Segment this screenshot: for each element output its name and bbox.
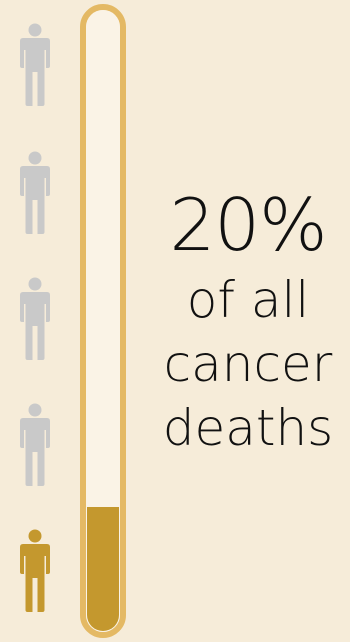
- progress-tube: [80, 4, 126, 638]
- person-icon: [14, 22, 56, 106]
- tube-inner: [86, 10, 120, 632]
- person-icon: [20, 277, 50, 360]
- person-icon: [14, 150, 56, 234]
- person-icon-column: [14, 0, 56, 642]
- caption-line-3: deaths: [162, 399, 334, 457]
- person-icon: [20, 403, 50, 486]
- person-icon: [14, 276, 56, 360]
- stat-label: 20% of all cancer deaths: [150, 182, 346, 460]
- person-icon: [20, 23, 50, 106]
- progress-fill: [87, 507, 119, 631]
- person-icon: [14, 402, 56, 486]
- caption-line-2: cancer: [163, 335, 333, 393]
- person-icon: [20, 529, 50, 612]
- tube-outline: [80, 4, 126, 638]
- caption-line-1: of all: [186, 271, 310, 329]
- person-icon: [20, 151, 50, 234]
- percent-value: 20%: [169, 183, 327, 267]
- person-icon-highlighted: [14, 528, 56, 612]
- progress-tube-graphic: [80, 4, 126, 638]
